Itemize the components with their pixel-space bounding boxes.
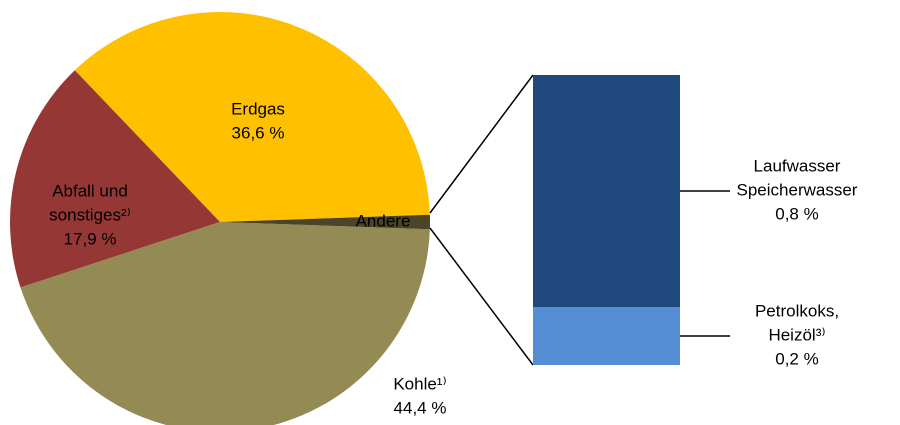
bar-segment xyxy=(533,307,680,365)
slice-label: Kohle¹⁾ xyxy=(393,374,446,393)
pie-slice xyxy=(20,222,430,425)
segment-label: Speicherwasser xyxy=(737,180,858,199)
bar-segment xyxy=(533,75,680,307)
slice-value-label: 44,4 % xyxy=(394,398,447,417)
slice-label: sonstiges²⁾ xyxy=(49,205,131,224)
slice-value-label: 17,9 % xyxy=(64,229,117,248)
slice-label: Erdgas xyxy=(231,99,285,118)
segment-value-label: 0,2 % xyxy=(775,349,818,368)
segment-label: Laufwasser xyxy=(754,156,841,175)
connector-line xyxy=(429,227,534,366)
pie-slice xyxy=(74,12,430,222)
slice-label: Abfall und xyxy=(52,181,128,200)
connector-line xyxy=(429,74,534,214)
segment-label: Heizöl³⁾ xyxy=(768,325,825,344)
slice-value-label: 36,6 % xyxy=(232,123,285,142)
segment-value-label: 0,8 % xyxy=(775,204,818,223)
slice-label: Andere xyxy=(356,211,411,230)
pie-slice xyxy=(220,214,430,230)
pie-slice xyxy=(9,70,220,288)
segment-label: Petrolkoks, xyxy=(755,301,839,320)
